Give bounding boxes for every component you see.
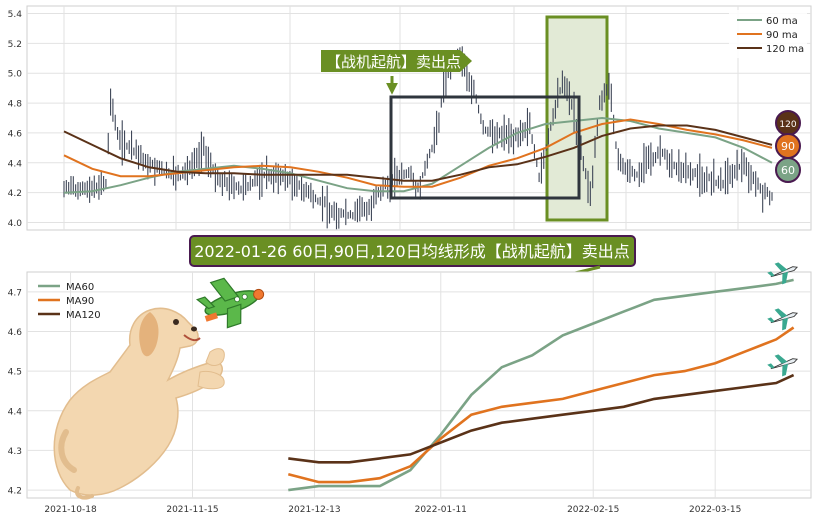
bottom-legend: MA60 MA90 MA120 — [38, 282, 101, 321]
legend-label-120ma: 120 ma — [766, 44, 804, 55]
ma-badges: 120 90 60 — [775, 110, 801, 183]
bottom-line-ma120 — [288, 373, 795, 464]
bottom-y-tick-label: 4.6 — [8, 328, 23, 338]
annotation-arrow-shape — [321, 50, 472, 72]
legend-label-60ma: 60 ma — [766, 16, 798, 27]
bottom-x-tick-label: 2022-02-15 — [567, 505, 619, 515]
badge-90-label: 90 — [781, 140, 795, 153]
legend-label-ma120: MA120 — [66, 310, 101, 321]
top-y-tick-label: 4.0 — [8, 219, 23, 229]
bottom-y-tick-label: 4.2 — [8, 487, 22, 497]
bottom-line-ma90 — [287, 326, 795, 484]
bottom-x-tick-label: 2021-11-15 — [166, 505, 218, 515]
bottom-x-tick-label: 2022-03-15 — [689, 505, 741, 515]
price-bars — [63, 46, 773, 230]
bottom-y-tick-label: 4.5 — [8, 368, 22, 378]
toy-airplane-illustration — [195, 277, 265, 329]
bottom-y-tick-label: 4.3 — [8, 447, 22, 457]
top-y-tick-label: 5.4 — [8, 10, 23, 20]
badge-120-label: 120 — [779, 120, 796, 130]
top-y-tick-label: 4.4 — [8, 159, 23, 169]
bottom-x-tick-label: 2021-12-13 — [288, 505, 340, 515]
top-y-tick-label: 4.6 — [8, 129, 23, 139]
bottom-y-axis: 4.2 4.3 4.4 4.5 4.6 4.7 — [8, 288, 23, 496]
top-legend-box — [729, 10, 807, 58]
top-plot-area — [26, 5, 812, 231]
bottom-x-tick-label: 2021-10-18 — [44, 505, 97, 515]
bottom-ma-lines — [287, 278, 795, 492]
bottom-x-axis: 2021-10-18 2021-11-15 2021-12-13 2022-01-11… — [44, 505, 741, 515]
airplane-icon — [767, 262, 798, 285]
airplane-icon — [767, 308, 798, 331]
sell-point-annotation: 【战机起航】卖出点 — [321, 50, 472, 95]
top-y-tick-label: 4.2 — [8, 189, 22, 199]
bottom-line-ma60 — [288, 278, 794, 492]
top-y-axis: 4.0 4.2 4.4 4.6 4.8 5.0 5.2 5.4 — [8, 10, 23, 229]
bottom-x-tick-label: 2022-01-11 — [415, 505, 467, 515]
banner-box — [189, 235, 636, 267]
bottom-chart: 4.24.34.44.54.64.7 2021-10-18 2021-11-15 2… — [8, 262, 812, 515]
top-y-tick-label: 5.0 — [8, 70, 23, 80]
top-legend: 60 ma 90 ma 120 ma — [729, 10, 807, 58]
badge-60 — [775, 157, 801, 183]
headline-banner: 2022-01-26 60日,90日,120日均线形成【战机起航】卖出点 — [189, 235, 636, 286]
top-ma-lines — [63, 116, 773, 194]
legend-label-ma60: MA60 — [66, 282, 94, 293]
puppy-illustration — [53, 307, 225, 500]
legend-label-ma90: MA90 — [66, 296, 94, 307]
top-y-tick-label: 4.8 — [8, 100, 23, 110]
pattern-box — [389, 95, 581, 200]
annotation-label: 【战机起航】卖出点 — [326, 53, 461, 71]
banner-text: 2022-01-26 60日,90日,120日均线形成【战机起航】卖出点 — [194, 242, 630, 261]
badge-60-label: 60 — [781, 164, 795, 177]
bottom-y-tick-label: 4.7 — [8, 288, 22, 298]
top-y-tick-label: 5.2 — [8, 40, 22, 50]
top-chart: 4.0 4.2 4.4 4.6 4.8 5.0 5.2 5.4 【战机起航】卖出点 60 ma… — [8, 5, 812, 231]
legend-label-90ma: 90 ma — [766, 30, 798, 41]
bottom-y-tick-label: 4.4 — [8, 407, 23, 417]
airplane-icon — [767, 354, 798, 377]
top-line-ma120 — [63, 124, 773, 182]
